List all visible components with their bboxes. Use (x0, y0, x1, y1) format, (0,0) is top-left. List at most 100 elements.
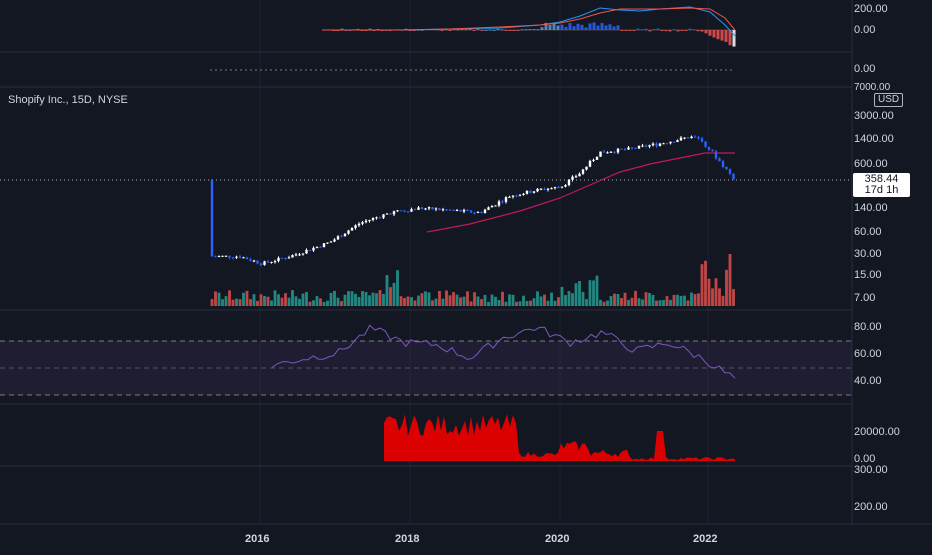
macd-hist-bar (652, 29, 656, 31)
candle-body (606, 152, 609, 154)
volume-bar (399, 296, 403, 306)
volume-bar (497, 299, 501, 306)
macd-hist-bar (500, 29, 504, 31)
volume-bar (714, 278, 718, 306)
macd-hist-bar (592, 22, 596, 30)
candle-body (242, 257, 245, 259)
candle-body (291, 255, 294, 258)
volume-bar (539, 296, 543, 306)
volume-bar (284, 293, 287, 306)
volume-bar (368, 295, 371, 306)
macd-hist-bar (420, 29, 424, 31)
macd-hist-bar (576, 23, 580, 30)
candle-body (427, 207, 431, 209)
macd-hist-bar (484, 29, 488, 31)
volume-bar (308, 301, 312, 306)
rsi-line (271, 324, 736, 379)
macd-hist-bar (584, 27, 588, 30)
candle-body (732, 173, 735, 180)
volume-bar (634, 290, 637, 306)
price-tick: 3000.00 (854, 110, 894, 122)
volume-bar (613, 293, 616, 306)
volume-bar (560, 286, 564, 306)
candle-body (392, 211, 396, 215)
volume-bar (459, 297, 462, 306)
volume-bar (301, 293, 305, 306)
macd-hist-bar (476, 29, 480, 31)
candle-body (676, 140, 679, 142)
volume-bar (578, 280, 581, 306)
volume-bar (445, 290, 448, 306)
candle-body (231, 257, 235, 259)
volume-bar (280, 297, 284, 306)
volume-bar (574, 283, 578, 306)
candle-body (707, 146, 711, 150)
candle-body (284, 258, 287, 260)
macd-hist-bar (604, 25, 608, 30)
candle-body (609, 151, 613, 153)
time-tick: 2022 (693, 533, 718, 545)
candle-body (665, 143, 669, 145)
volume-bar (396, 270, 399, 306)
volume-bar (515, 301, 518, 306)
volume-bar (585, 299, 588, 306)
candle-body (375, 217, 378, 219)
candle-body (469, 210, 473, 213)
candle-body (690, 136, 693, 139)
candle-body (560, 186, 564, 188)
currency-badge[interactable]: USD (874, 93, 904, 107)
symbol-title[interactable]: Shopify Inc., 15D, NYSE (8, 94, 128, 106)
macd-hist-bar (544, 22, 548, 30)
volume-bar (602, 301, 606, 306)
candle-body (497, 201, 501, 206)
macd-hist-bar (600, 23, 604, 30)
volume-bar (259, 294, 263, 306)
volume-bar (235, 298, 238, 306)
candle-body (263, 261, 266, 265)
candle-body (459, 209, 462, 212)
macd-hist-bar (496, 28, 500, 30)
candle-body (532, 191, 536, 193)
macd-hist-bar (680, 30, 684, 31)
candle-body (679, 137, 683, 141)
macd-line (322, 6, 736, 37)
candle-body (448, 209, 452, 211)
macd-hist-bar (408, 30, 412, 31)
volume-bar (249, 299, 252, 306)
candle-body (711, 149, 714, 152)
volume-bar (511, 294, 515, 306)
macd-hist-bar (448, 30, 452, 31)
macd-hist-bar (712, 30, 716, 38)
candle-body (445, 209, 448, 211)
macd-hist-bar (648, 30, 652, 32)
volume-bar (217, 292, 221, 306)
volume-bar (228, 290, 231, 306)
volume-bar (340, 301, 343, 306)
volume-bar (693, 294, 697, 306)
last-price-tag: 358.44 17d 1h (853, 173, 910, 197)
candle-body (399, 210, 403, 212)
candle-body (630, 147, 634, 149)
candle-body (266, 261, 270, 263)
macd-hist-bar (608, 24, 612, 30)
candle-body (270, 262, 273, 264)
candle-body (634, 148, 637, 150)
blank-pane-tick: 0.00 (854, 63, 876, 75)
macd-hist-bar (412, 30, 416, 31)
macd-hist-bar (656, 28, 660, 30)
macd-hist-bar (536, 29, 540, 31)
signal-line (322, 7, 736, 31)
macd-hist-bar (548, 24, 552, 30)
macd-hist-bar (568, 22, 572, 30)
volume-bar (378, 290, 382, 306)
volume-bar (242, 292, 245, 306)
candle-body (259, 263, 263, 265)
volume-bar (350, 291, 354, 306)
volume-bar (245, 290, 249, 306)
macd-hist-bar (716, 30, 720, 40)
candle-body (354, 225, 357, 229)
candle-body (515, 195, 518, 197)
volume-bar (469, 301, 473, 306)
